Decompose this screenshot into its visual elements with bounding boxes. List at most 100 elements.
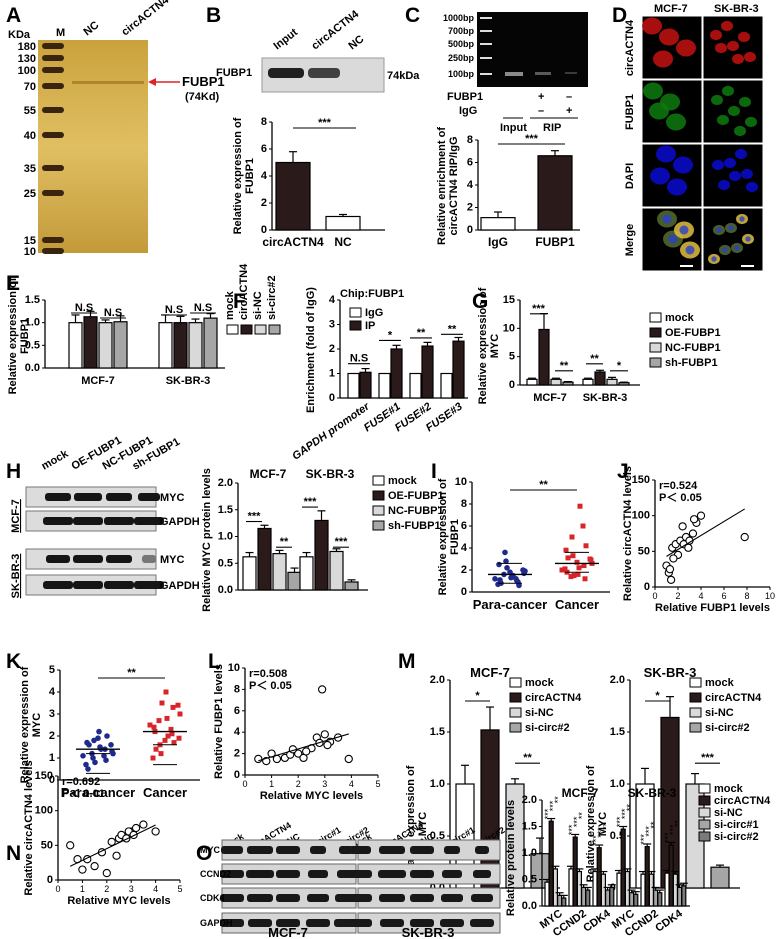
ladder-label: 500bp [448, 39, 475, 49]
bar [556, 894, 563, 907]
blot-band [308, 870, 328, 878]
micrograph-grid: circACTN4 FUBP1 DAPI Merge [624, 15, 764, 272]
y-tick-label: 4 [461, 542, 468, 554]
blot-band [106, 555, 132, 563]
significance-label: ** [417, 327, 426, 339]
y-axis-label: Relative expression of [437, 478, 449, 595]
blot-band [440, 919, 464, 927]
y-axis-label: Relative expression of [232, 117, 244, 234]
y-tick-label: 100 [632, 510, 650, 522]
cell [650, 167, 670, 185]
legend-swatch [226, 324, 239, 335]
marker-band [42, 237, 64, 243]
marker-band [42, 248, 64, 254]
ladder-band [480, 17, 492, 19]
data-point [587, 556, 593, 562]
data-point [569, 534, 575, 540]
bar [594, 371, 606, 386]
chart-e: 0.0 0.5 1.0 1.5 Relative expression of FUBP1 M… [7, 263, 281, 394]
legend-swatch [649, 357, 662, 368]
y-axis-label: Relative expression of [19, 666, 31, 783]
legend-label: mock [705, 677, 735, 689]
y-tick-label: 3 [329, 319, 335, 331]
legend-swatch [240, 324, 253, 335]
data-point [294, 749, 303, 758]
data-point [559, 567, 565, 573]
blot-band [43, 517, 73, 525]
blot-band [138, 493, 160, 501]
regression-line [666, 508, 745, 557]
y-tick-label: 150 [632, 474, 650, 486]
y-axis-label: Relative protein levels [505, 800, 517, 916]
bar [98, 322, 113, 369]
data-point [574, 559, 580, 565]
stat-p: P＜ 0.05 [659, 492, 702, 504]
significance-label: *** [304, 496, 318, 508]
y-tick-label: 10 [228, 662, 240, 674]
significance-label: N.S [194, 302, 212, 314]
legend-swatch [372, 520, 385, 531]
bar [359, 371, 372, 399]
bar [596, 847, 602, 907]
blot-row-label: MYC [160, 554, 185, 566]
blot-row-label: GAPDH [160, 580, 200, 592]
y-tick-label: 0 [329, 392, 335, 404]
panel-letter-d: D [612, 4, 627, 27]
bar [329, 550, 344, 591]
y-tick-label: 0.5 [25, 339, 40, 351]
stat-r: r=0.692 [62, 776, 100, 788]
panel-letter-n: N [6, 842, 21, 865]
significance-label: * [388, 329, 393, 341]
significance-label: ** [590, 353, 599, 365]
significance-label: N.S [350, 353, 368, 365]
legend-label: NC-FUBP1 [388, 505, 444, 517]
bar [668, 844, 674, 907]
col-label-mcf7: MCF-7 [654, 3, 688, 15]
category-label: NC [334, 235, 352, 249]
legend-label: si-circ#2 [266, 275, 278, 320]
significance-label: *** [572, 816, 582, 827]
y-tick-label: 2 [329, 343, 335, 355]
blot-band [142, 555, 156, 563]
data-point [520, 567, 526, 573]
blot-band [471, 894, 493, 902]
legend-label: OE-FUBP1 [665, 327, 721, 339]
data-point [492, 576, 498, 582]
cell-nucleus [745, 236, 751, 242]
data-point [109, 748, 115, 755]
significance-label: ** [577, 812, 587, 820]
category-label: GAPDH promoter [290, 400, 372, 462]
significance-label: * [655, 690, 660, 702]
group-label: SK-BR-3 [166, 375, 211, 387]
legend-label: si-NC [714, 807, 743, 819]
marker-label: 130 [18, 53, 36, 65]
blot-band [410, 894, 434, 902]
x-tick-label: 4 [698, 591, 703, 601]
blot-band [410, 846, 434, 854]
legend-label: IP [365, 320, 375, 332]
significance-label: N.S [165, 304, 183, 316]
y-tick-label: 4 [261, 170, 268, 182]
bar [113, 321, 128, 369]
data-point [97, 744, 103, 750]
cell [710, 29, 722, 41]
significance-label: ** [127, 667, 136, 679]
legend-label: si-circ#1 [714, 819, 759, 831]
significance-label: *** [567, 824, 577, 835]
data-point [583, 543, 589, 549]
blot-band [134, 581, 164, 589]
data-point [688, 529, 698, 538]
row1-mark-1: + [538, 91, 544, 103]
group-label-input: Input [500, 122, 527, 134]
marker-label: 70 [24, 81, 36, 93]
significance-label: ** [625, 804, 635, 812]
significance-label: ** [448, 323, 457, 335]
cell-nucleus [662, 214, 672, 224]
bar [158, 322, 173, 369]
cell [724, 157, 736, 169]
y-tick-label: 5 [509, 351, 515, 363]
data-point [502, 549, 508, 556]
data-point [151, 724, 157, 730]
legend-swatch [372, 505, 385, 516]
